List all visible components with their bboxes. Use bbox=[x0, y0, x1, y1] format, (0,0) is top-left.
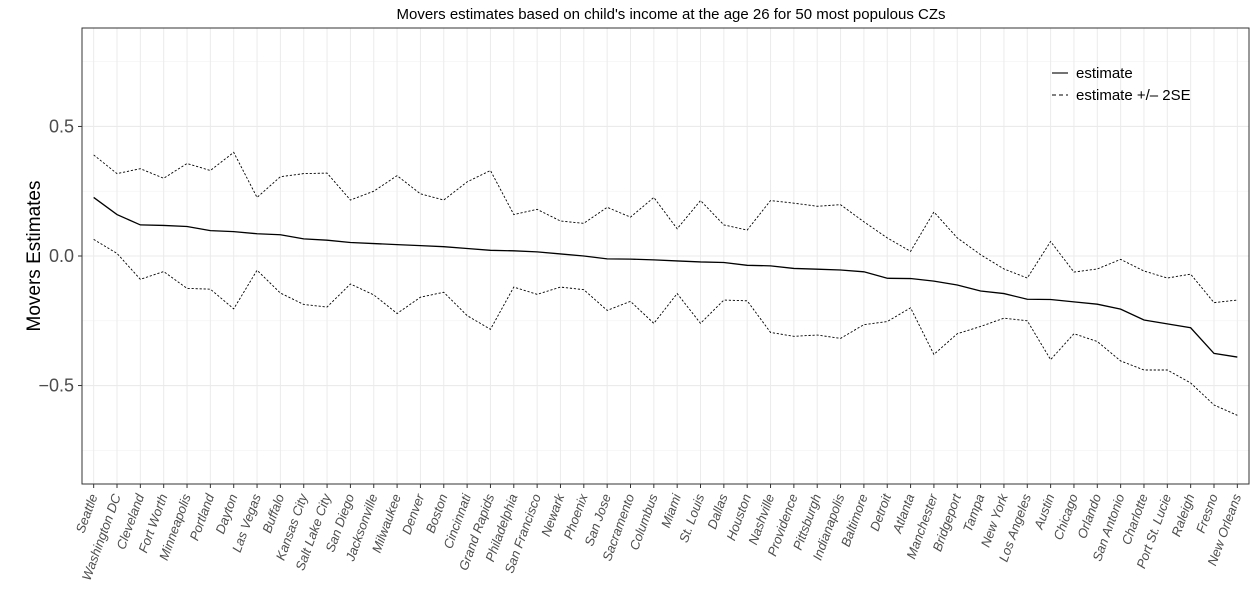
y-axis-title: Movers Estimates bbox=[24, 181, 45, 332]
legend-label: estimate +/– 2SE bbox=[1076, 87, 1191, 104]
legend: estimate estimate +/– 2SE bbox=[1052, 65, 1191, 104]
y-axis-ticks: −0.5 0.0 0.5 bbox=[38, 116, 82, 396]
y-tick-label: 0.0 bbox=[49, 246, 74, 266]
y-tick-label: −0.5 bbox=[38, 376, 74, 396]
series-line-estimate bbox=[93, 196, 1238, 358]
plot-panel bbox=[81, 27, 1250, 485]
y-tick-label: 0.5 bbox=[49, 116, 74, 136]
series-line-band bbox=[93, 239, 1238, 416]
legend-label: estimate bbox=[1076, 65, 1133, 82]
chart-title: Movers estimates based on child's income… bbox=[397, 6, 946, 23]
x-tick-label: Miami bbox=[658, 491, 684, 530]
series-layer bbox=[93, 151, 1238, 416]
